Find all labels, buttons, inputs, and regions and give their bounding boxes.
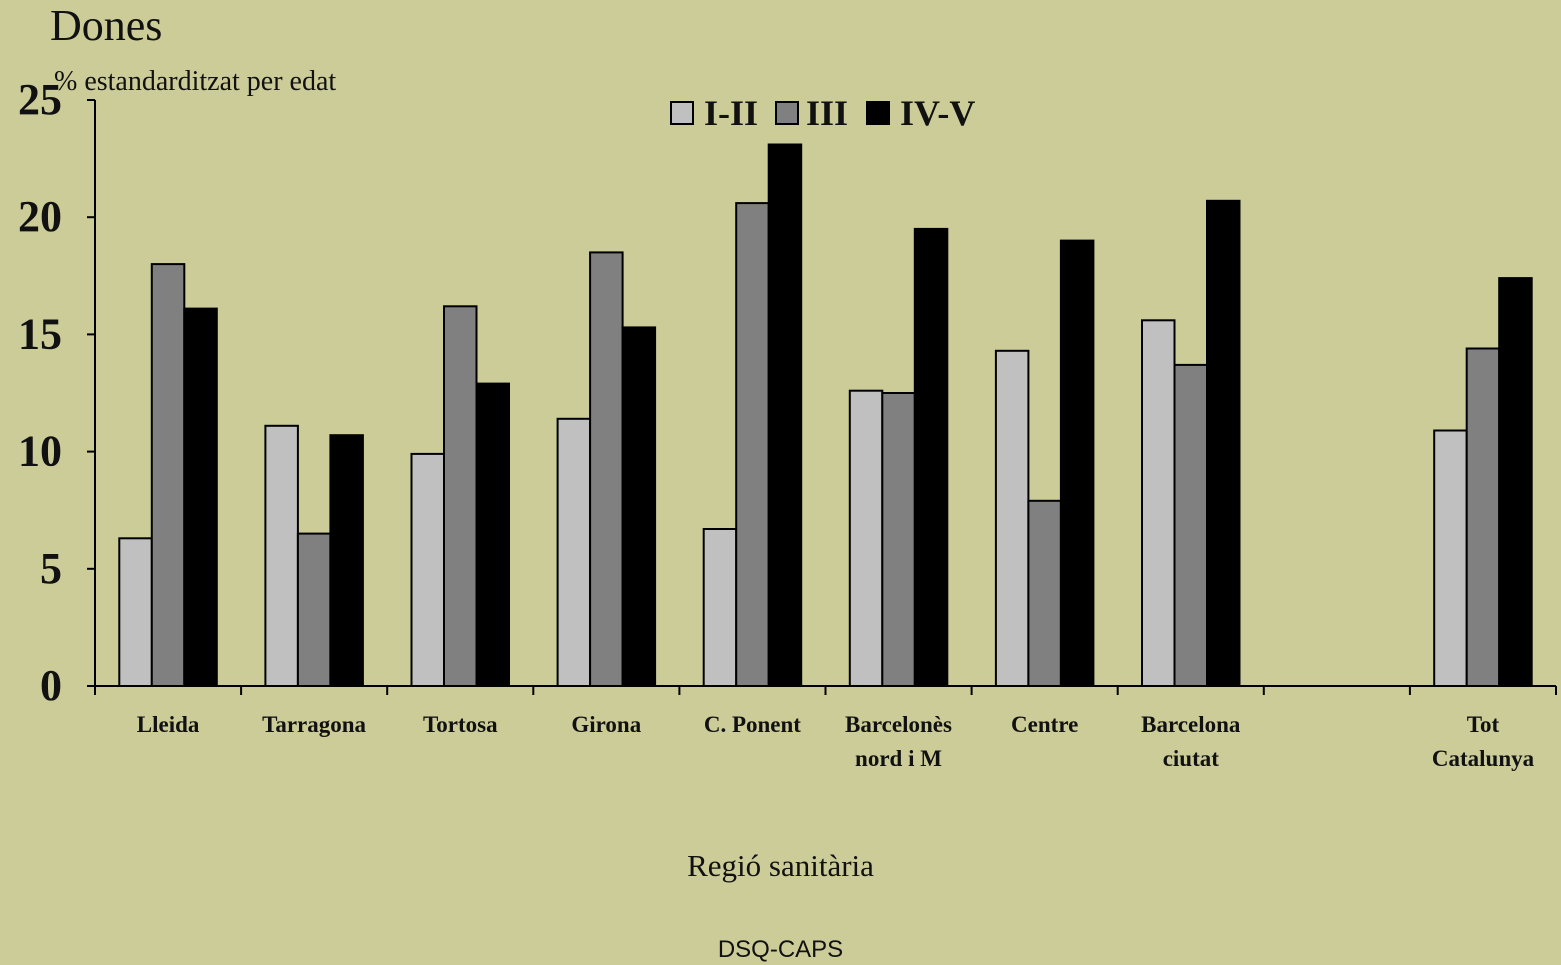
legend-label-i-ii: I-II xyxy=(704,93,758,133)
x-tick-label-9-line2: Catalunya xyxy=(1432,746,1535,771)
y-tick-label-25: 25 xyxy=(18,75,62,124)
legend-swatch-i-ii xyxy=(670,101,694,125)
x-tick-label-9: Tot xyxy=(1467,712,1500,737)
bar-i-ii-7 xyxy=(1141,319,1176,687)
x-tick-label-7: Barcelona xyxy=(1141,712,1241,737)
bar-iv-v-1 xyxy=(329,434,364,688)
bar-iii-4 xyxy=(735,202,770,687)
y-axis-label: % estandarditzat per edat xyxy=(54,66,337,97)
x-tick-label-4: C. Ponent xyxy=(704,712,801,737)
bar-i-ii-3 xyxy=(556,417,592,687)
bar-iii-5 xyxy=(881,392,916,687)
bar-iv-v-9 xyxy=(1498,277,1533,687)
bar-iii-0 xyxy=(150,263,186,687)
bar-iv-v-0 xyxy=(183,307,218,687)
x-tick-label-6: Centre xyxy=(1011,712,1078,737)
x-tick-label-5: Barcelonès xyxy=(845,712,952,737)
bar-iv-v-6 xyxy=(1059,239,1095,687)
bar-iv-v-7 xyxy=(1206,199,1241,688)
bar-iv-v-4 xyxy=(767,143,803,687)
bar-iii-7 xyxy=(1173,363,1208,687)
y-tick-label-15: 15 xyxy=(18,309,62,358)
chart-title: Dones xyxy=(50,1,163,50)
bar-iii-1 xyxy=(296,532,332,687)
bar-iv-v-3 xyxy=(621,326,657,687)
x-tick-label-2: Tortosa xyxy=(423,712,498,737)
legend-label-iii: III xyxy=(806,93,848,133)
x-tick-label-7-line2: ciutat xyxy=(1163,746,1220,771)
bar-iii-3 xyxy=(589,251,624,687)
bar-i-ii-0 xyxy=(118,537,153,687)
bar-i-ii-2 xyxy=(410,452,445,687)
bar-i-ii-4 xyxy=(702,528,738,687)
x-tick-label-0: Lleida xyxy=(137,712,200,737)
x-tick-label-5-line2: nord i M xyxy=(855,746,942,771)
bar-i-ii-5 xyxy=(848,389,884,687)
footer-source: DSQ-CAPS xyxy=(717,936,844,963)
bar-iii-6 xyxy=(1027,499,1062,687)
bar-iv-v-2 xyxy=(475,382,510,687)
bar-i-ii-9 xyxy=(1433,429,1468,687)
bar-iii-9 xyxy=(1465,347,1501,687)
x-tick-label-1: Tarragona xyxy=(262,712,366,737)
x-axis-label: Regió sanitària xyxy=(687,848,874,883)
y-tick-label-20: 20 xyxy=(18,192,62,241)
bar-iv-v-5 xyxy=(913,227,949,687)
y-tick-label-5: 5 xyxy=(40,544,62,593)
y-tick-label-10: 10 xyxy=(18,427,62,476)
bar-i-ii-6 xyxy=(994,349,1030,687)
bar-iii-2 xyxy=(443,305,478,687)
legend-swatch-iv-v xyxy=(866,101,890,125)
y-tick-label-0: 0 xyxy=(40,661,62,710)
legend-label-iv-v: IV-V xyxy=(900,93,975,133)
x-tick-label-3: Girona xyxy=(571,712,641,737)
bar-i-ii-1 xyxy=(264,424,299,687)
legend-swatch-iii xyxy=(775,101,799,125)
